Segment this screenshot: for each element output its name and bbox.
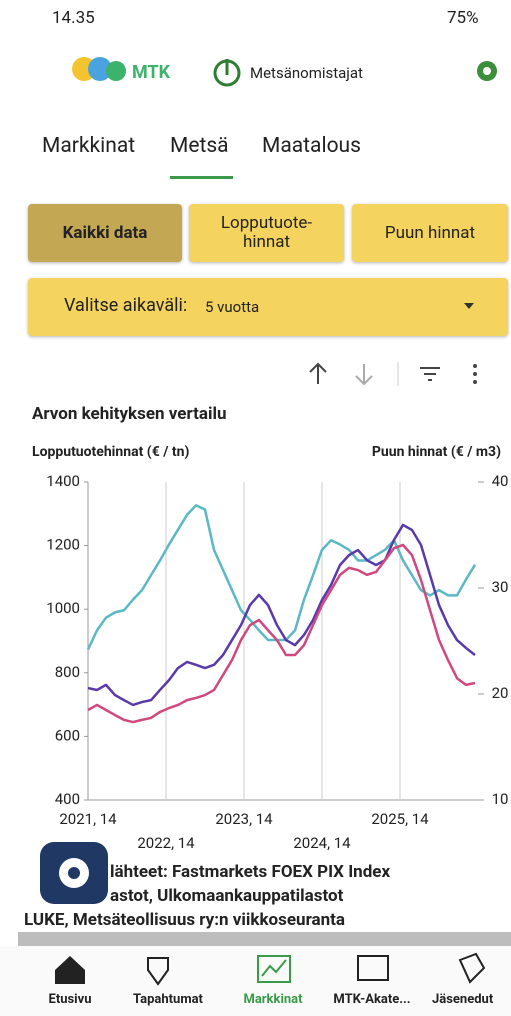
nav-item[interactable]: Etusivu (48, 992, 92, 1007)
y2-tick-label: 20 (492, 684, 509, 702)
y-tick-label: 600 (55, 726, 80, 744)
series-line (86, 504, 477, 651)
range-label: Valitse aikaväli: (64, 295, 188, 316)
filter-active[interactable]: Kaikki data (28, 204, 182, 262)
filter[interactable]: Lopputuote-hinnat (189, 204, 344, 262)
mtk-logo (72, 57, 126, 81)
x-tick-label: 2025, 14 (371, 810, 429, 828)
fab[interactable] (40, 842, 108, 904)
range-select[interactable] (28, 278, 508, 336)
status-time: 14.35 (52, 8, 95, 28)
source: astot, Ulkomaankauppatilastot (110, 886, 344, 906)
tab[interactable]: Markkinat (42, 134, 136, 158)
series-line (87, 543, 476, 724)
y-axis-label: Lopputuotehinnat (€ / tn) (32, 444, 190, 460)
y-tick-label: 1200 (46, 536, 80, 554)
tab-underline (170, 176, 233, 179)
x-tick-label: 2021, 14 (59, 810, 117, 828)
series-line (87, 523, 476, 707)
source: lähteet: Fastmarkets FOEX PIX Index (110, 862, 391, 882)
nav-item[interactable]: Tapahtumat (133, 992, 203, 1007)
nav-item[interactable]: Jäsenedut (432, 992, 494, 1007)
report-bar (18, 932, 511, 946)
x-tick-label: 2022, 14 (137, 834, 195, 852)
nav-item[interactable]: MTK-Akate... (333, 992, 411, 1007)
source: LUKE, Metsäteollisuus ry:n viikkoseurant… (24, 910, 346, 930)
chart-title: Arvon kehityksen vertailu (32, 404, 227, 424)
chart: 400 600 800 1000 1200 1400 10 20 30 40 2021, 14 202… (46, 472, 509, 852)
y-tick-label: 1000 (46, 599, 80, 617)
y2-tick-label: 30 (492, 578, 509, 596)
range-value: 5 vuotta (205, 298, 260, 316)
brand: MTK (132, 62, 171, 83)
y-tick-label: 400 (55, 790, 80, 808)
y2-axis-label: Puun hinnat (€ / m3) (371, 444, 501, 460)
dropdown-arrow (464, 303, 474, 309)
x-tick-label: 2023, 14 (215, 810, 273, 828)
nav-item-active[interactable]: Markkinat (243, 992, 303, 1007)
site-name: Metsänomistajat (250, 64, 363, 82)
x-tick-label: 2024, 14 (293, 834, 351, 852)
battery: 75% (447, 8, 479, 28)
nav-icons (55, 952, 486, 986)
filter[interactable]: Puun hinnat (352, 204, 508, 262)
fab-icon (59, 858, 89, 888)
y2-tick-label: 40 (492, 472, 509, 490)
tab[interactable]: Maatalous (262, 134, 361, 158)
toolbar (309, 362, 477, 386)
bottom-nav (0, 946, 511, 1016)
y-tick-label: 800 (55, 663, 80, 681)
y-tick-label: 1400 (46, 472, 80, 490)
tab-active[interactable]: Metsä (170, 134, 229, 158)
settings[interactable] (474, 58, 500, 84)
site-logo (213, 59, 241, 87)
y2-tick-label: 10 (492, 790, 509, 808)
